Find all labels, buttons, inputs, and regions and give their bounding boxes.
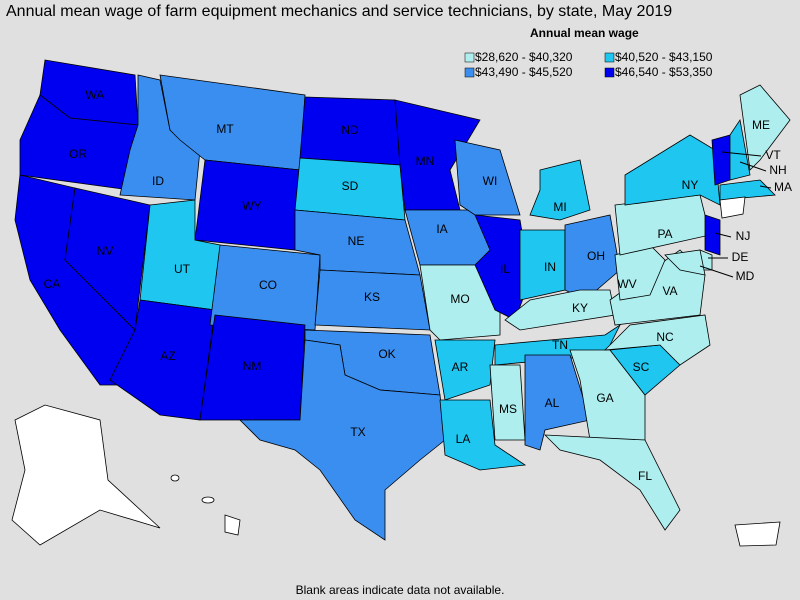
state-shape <box>719 179 776 201</box>
state-label: NJ <box>736 229 751 243</box>
state-label: WI <box>483 174 498 188</box>
state-label: CA <box>44 277 61 291</box>
leader-line <box>739 161 767 172</box>
state-label: AR <box>452 360 469 374</box>
leader-line <box>759 185 772 189</box>
legend-label: $28,620 - $40,320 <box>475 50 573 64</box>
state-label: KS <box>364 290 380 304</box>
state-label: MO <box>450 292 469 306</box>
state-label: TX <box>350 425 365 439</box>
state-label: NE <box>348 234 365 248</box>
state-label: WA <box>86 88 105 102</box>
legend-swatch <box>604 52 615 63</box>
alaska <box>11 404 161 546</box>
state-label: DE <box>732 250 749 264</box>
state-label: NV <box>97 244 114 258</box>
connecticut <box>719 196 746 219</box>
legend-label: $40,520 - $43,150 <box>615 50 713 64</box>
state-shape <box>739 84 791 171</box>
hawaii-island <box>170 474 180 482</box>
state-label: AZ <box>160 349 175 363</box>
leader-line <box>714 232 732 238</box>
state-label: CO <box>259 278 277 292</box>
blank-areas <box>11 196 781 547</box>
state-label: PA <box>657 227 672 241</box>
state-shape <box>239 339 446 541</box>
state-shape <box>519 229 566 301</box>
state-shape <box>564 214 621 301</box>
state-label: SD <box>342 179 359 193</box>
state-shape <box>603 314 711 366</box>
state-label: MN <box>416 154 435 168</box>
state-shape <box>529 159 591 221</box>
legend-label: $43,490 - $45,520 <box>475 65 573 79</box>
hawaii-island <box>201 496 215 504</box>
state-label: WV <box>617 277 636 291</box>
state-shape <box>543 434 681 531</box>
leader-line <box>699 265 734 278</box>
footnote: Blank areas indicate data not available. <box>296 583 505 597</box>
state-label: AL <box>545 396 560 410</box>
state-label: MT <box>216 122 234 136</box>
state-shape <box>454 139 521 216</box>
state-label: GA <box>596 391 613 405</box>
state-shape <box>439 399 527 471</box>
state-label: FL <box>638 469 652 483</box>
legend-label: $46,540 - $53,350 <box>615 65 713 79</box>
legend-swatch <box>464 52 475 63</box>
state-shape <box>711 134 731 186</box>
state-label: ND <box>341 123 359 137</box>
state-label: NM <box>243 359 262 373</box>
state-label: MD <box>736 269 755 283</box>
hawaii <box>224 514 241 536</box>
leader-line <box>721 151 762 157</box>
state-shape <box>524 354 591 451</box>
legend-swatch <box>604 67 615 78</box>
state-label: TN <box>552 338 568 352</box>
puerto-rico <box>734 521 781 547</box>
legend-title: Annual mean wage <box>530 26 639 40</box>
state-label: ID <box>152 174 164 188</box>
state-shape <box>664 249 706 276</box>
state-label: IN <box>544 260 556 274</box>
state-label: MS <box>499 402 517 416</box>
state-label: NY <box>682 178 699 192</box>
state-label: ME <box>752 118 770 132</box>
state-label: VA <box>662 284 677 298</box>
legend-swatch <box>464 67 475 78</box>
state-shape <box>434 339 496 401</box>
state-label: OR <box>69 147 87 161</box>
state-label: VT <box>765 148 781 162</box>
state-label: IL <box>500 262 510 276</box>
state-label: OK <box>378 347 395 361</box>
state-label: NH <box>769 163 786 177</box>
state-label: SC <box>633 360 650 374</box>
state-shape <box>504 289 616 331</box>
state-label: UT <box>174 262 191 276</box>
state-label: IA <box>436 222 447 236</box>
states: WA OR CA NV ID MT WY UT AZ CO NM ND SD NE KS OK TX MN IA MO… <box>14 59 792 541</box>
map-title: Annual mean wage of farm equipment mecha… <box>6 3 672 20</box>
state-label: OH <box>587 249 605 263</box>
state-shape <box>624 134 721 206</box>
state-shape <box>729 118 751 181</box>
state-label: MI <box>553 200 566 214</box>
state-label: LA <box>456 432 471 446</box>
state-shape <box>704 214 721 256</box>
state-label: WY <box>242 199 261 213</box>
state-label: NC <box>656 330 674 344</box>
state-label: KY <box>572 301 588 315</box>
state-label: MA <box>774 180 792 194</box>
